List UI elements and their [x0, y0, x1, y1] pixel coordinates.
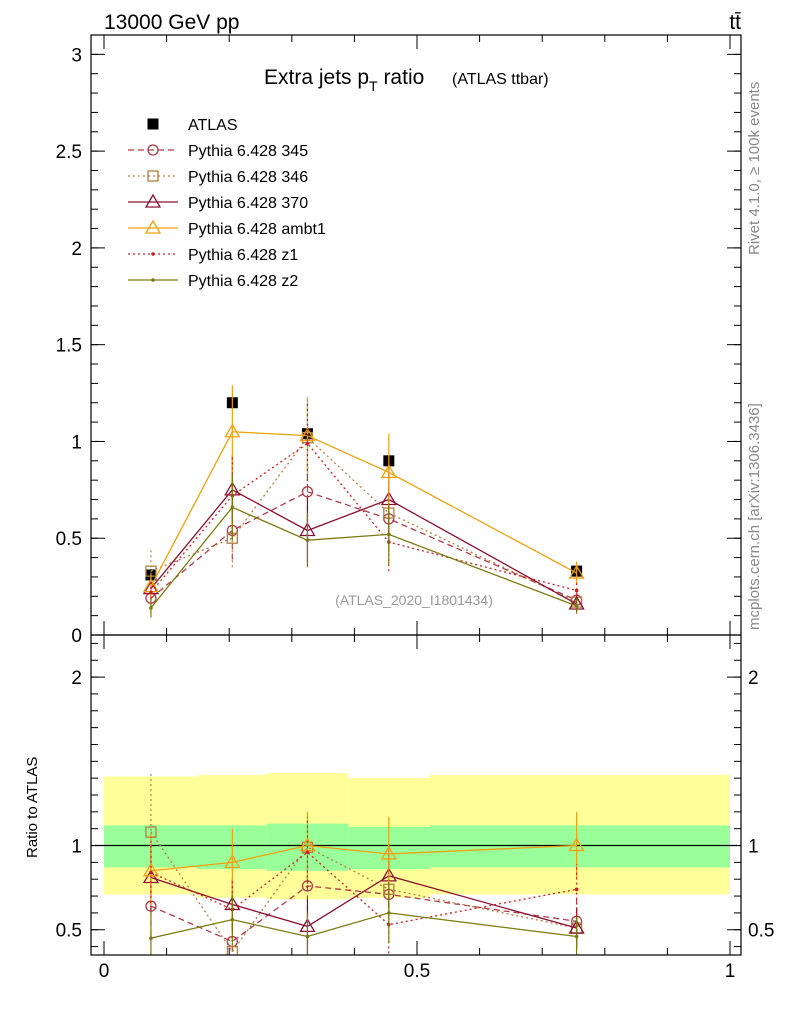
ratio-ytick-label: 1 [71, 837, 82, 858]
mcplots-label: mcplots.cern.ch [arXiv:1306.3436] [746, 403, 763, 630]
legend: ATLAS Pythia 6.428 345 Pythia 6.428 346 Pyt… [128, 117, 326, 290]
ratio-ytick-label-right: 0.5 [748, 921, 774, 942]
legend-label: Pythia 6.428 z1 [188, 247, 298, 264]
ratio-xtick-label: 0.5 [404, 961, 430, 982]
ratio-series-5 [149, 882, 579, 955]
chart-title-subscript: T [369, 78, 378, 94]
rivet-version-label: Rivet 4.1.0, ≥ 100k events [746, 82, 763, 255]
ratio-series-line [150, 912, 577, 939]
ratio-data-point [305, 934, 310, 939]
legend-label: Pythia 6.428 ambt1 [188, 221, 326, 238]
main-ytick-label: 0.5 [56, 529, 82, 550]
ratio-data-point [149, 870, 153, 875]
legend-marker [147, 118, 159, 130]
ratio-ylabel: Ratio to ATLAS [24, 757, 41, 858]
legend-marker [144, 193, 162, 208]
ratio-ytick-label-right: 2 [748, 668, 759, 689]
legend-entry: Pythia 6.428 z2 [128, 273, 298, 290]
ratio-data-point [305, 850, 310, 855]
legend-entry: ATLAS [147, 117, 238, 134]
data-point [230, 505, 235, 510]
series-4 [142, 385, 585, 601]
legend-label: Pythia 6.428 370 [188, 195, 308, 212]
legend-marker [151, 252, 155, 256]
main-ytick-label: 3 [71, 45, 82, 66]
ratio-data-point [380, 845, 397, 860]
ratio-ytick-label: 0.5 [56, 921, 82, 942]
series-3 [142, 455, 585, 612]
ratio-ytick-label-right: 1 [748, 837, 759, 858]
data-point [380, 464, 397, 479]
ratio-ytick-label: 2 [71, 668, 82, 689]
ratio-data-point [142, 862, 160, 877]
data-point [149, 606, 153, 610]
collision-label: 13000 GeV pp [104, 11, 239, 34]
ratio-data-point [574, 887, 579, 892]
ratio-data-point [387, 911, 391, 915]
legend-label: Pythia 6.428 345 [188, 143, 308, 160]
main-panel: 0 0.5 1 1.5 2 2.5 3 Extra jets pT ratio (ATLAS… [56, 34, 742, 647]
data-point [301, 486, 314, 498]
data-point [305, 538, 310, 542]
legend-label: Pythia 6.428 z2 [188, 273, 298, 290]
series-1 [145, 462, 583, 608]
legend-marker [147, 170, 159, 182]
legend-label: Pythia 6.428 346 [188, 169, 308, 186]
chart-title-main: Extra jets p [264, 66, 369, 89]
ratio-panel: 0.5 0.5 1 1 2 2 0 0.5 1 Ratio to ATLAS [24, 634, 774, 982]
legend-marker [144, 219, 162, 234]
data-point [305, 441, 310, 446]
analysis-watermark: (ATLAS_2020_I1801434) [335, 592, 493, 608]
ratio-data-point [230, 917, 235, 922]
chart-title: Extra jets pT ratio [264, 66, 424, 94]
main-ytick-label: 0 [71, 626, 82, 647]
legend-entry: Pythia 6.428 370 [128, 193, 308, 212]
legend-entry: Pythia 6.428 345 [128, 143, 308, 160]
ratio-data-point [226, 945, 238, 955]
legend-marker [147, 144, 159, 156]
chart-title-main2: ratio [378, 66, 425, 89]
legend-entry: Pythia 6.428 ambt1 [128, 219, 326, 238]
data-point [387, 532, 391, 537]
data-point [224, 423, 241, 438]
series-line [150, 436, 577, 603]
ratio-data-point [149, 936, 153, 940]
main-ytick-label: 1.5 [56, 336, 82, 357]
series-2 [145, 395, 583, 610]
main-ytick-label: 1 [71, 432, 82, 453]
data-point [149, 590, 153, 595]
ratio-series-line [150, 831, 577, 953]
data-point [574, 604, 579, 608]
main-ytick-label: 2.5 [56, 142, 82, 163]
main-ytick-label: 2 [71, 239, 82, 260]
legend-marker [151, 278, 155, 282]
legend-entry: Pythia 6.428 346 [128, 169, 308, 186]
series-line [150, 491, 577, 601]
series-0 [145, 396, 583, 581]
process-label: tt̄ [729, 11, 741, 34]
ratio-xtick-label: 1 [725, 961, 736, 982]
series-6 [149, 474, 579, 618]
legend-entry: Pythia 6.428 z1 [128, 247, 298, 264]
ratio-series-line [150, 851, 577, 926]
data-point [574, 588, 579, 593]
series-line [150, 489, 577, 605]
ratio-data-point [224, 854, 241, 869]
ratio-xtick-label: 0 [99, 961, 110, 982]
ratio-data-point [574, 934, 579, 939]
uncertainty-band-inner [429, 825, 730, 868]
legend-label: ATLAS [188, 117, 238, 134]
ratio-data-point [568, 837, 585, 852]
data-point [568, 564, 585, 579]
chart-title-suffix: (ATLAS ttbar) [452, 71, 549, 88]
